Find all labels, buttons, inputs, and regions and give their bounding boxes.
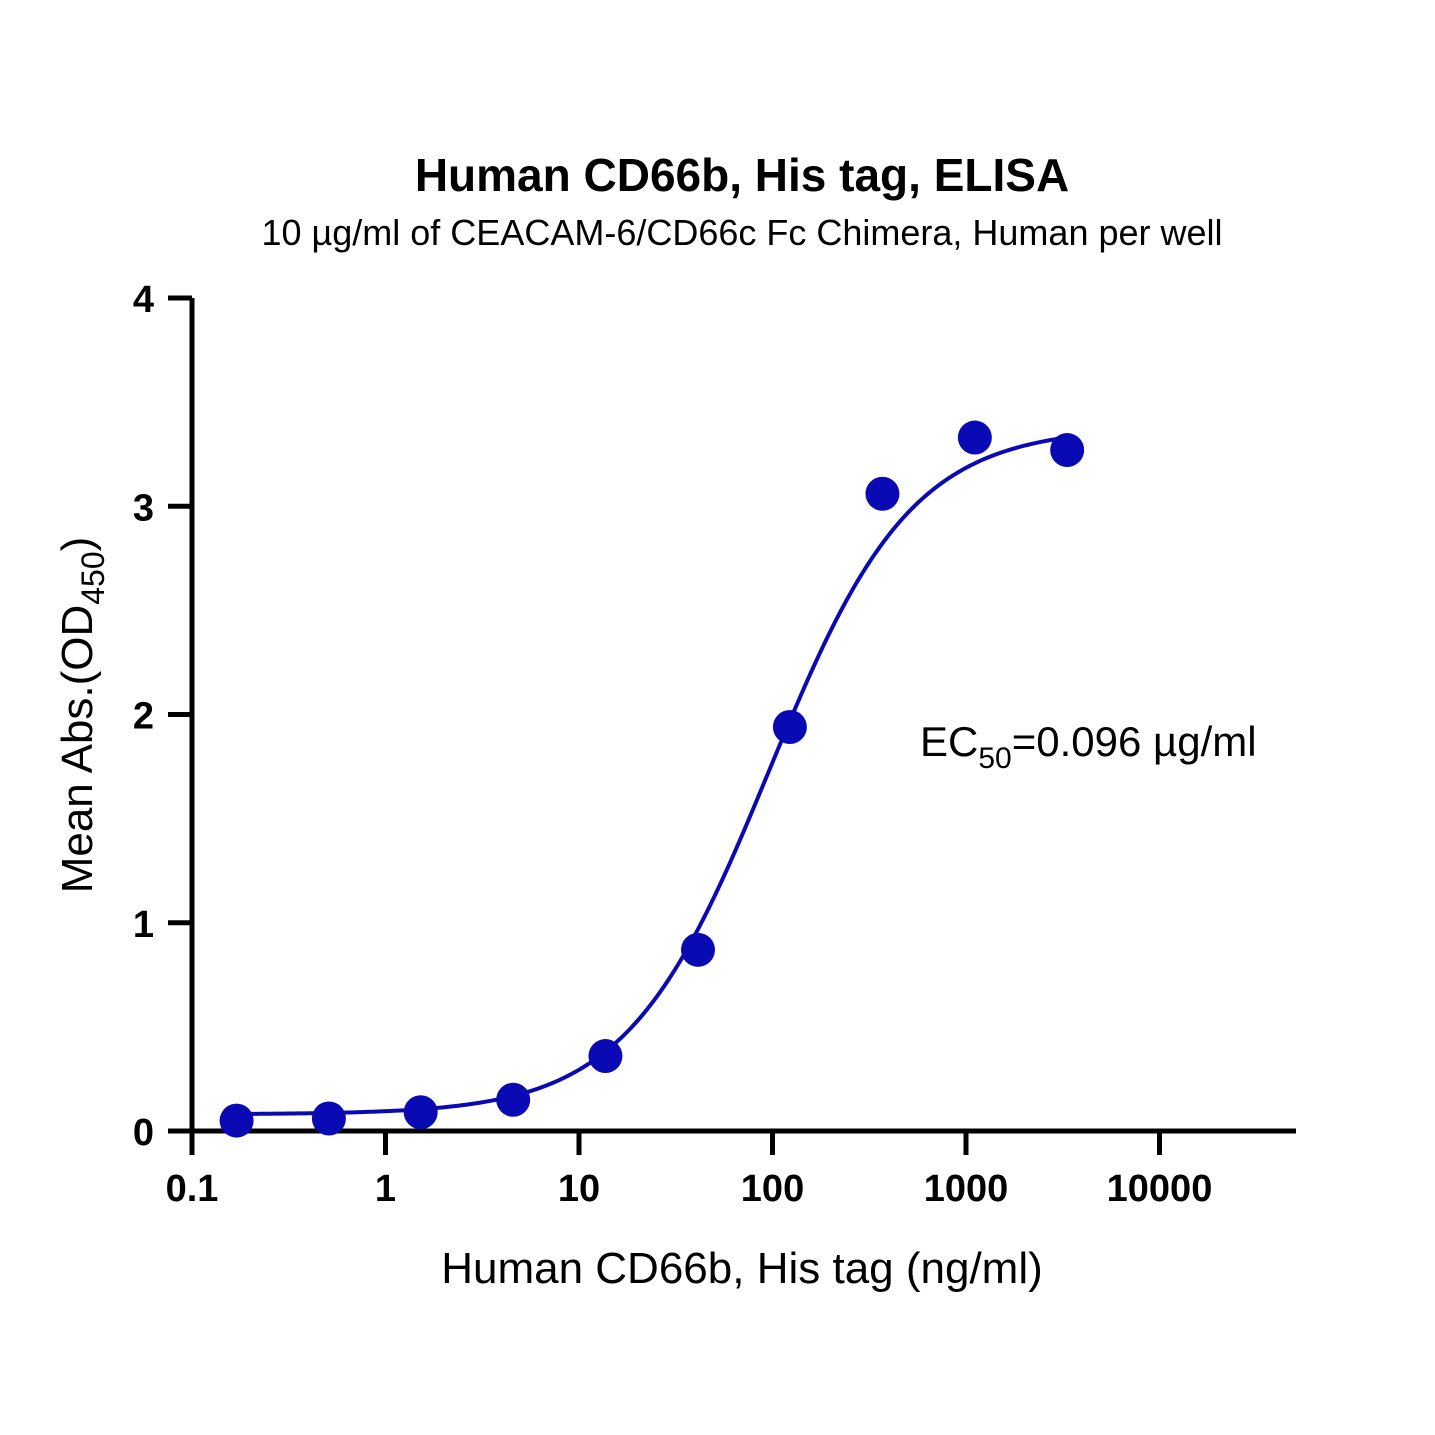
data-point: [772, 709, 807, 744]
y-axis-label-close: ): [53, 537, 102, 552]
y-axis-label-main: Mean Abs.(OD: [53, 605, 102, 894]
axes: 0 1 2 3 4 0.1 1 10 100 1000 10000: [133, 279, 1296, 1210]
fit-curve: [236, 436, 1059, 1116]
ec50-subscript: 50: [978, 742, 1011, 775]
x-tick-label: 1: [375, 1168, 396, 1210]
x-tick-label: 1000: [924, 1168, 1009, 1210]
x-axis-label: Human CD66b, His tag (ng/ml): [441, 1244, 1043, 1293]
fit-curve-layer: [236, 436, 1059, 1116]
ec50-prefix: EC: [920, 718, 978, 765]
x-tick-label: 10000: [1107, 1168, 1213, 1210]
ec50-value: =0.096 µg/ml: [1012, 718, 1257, 765]
y-tick-label: 0: [133, 1112, 154, 1154]
data-point: [680, 932, 715, 967]
ec50-annotation: EC50=0.096 µg/ml: [920, 718, 1257, 775]
data-point: [865, 476, 900, 511]
y-tick-label: 4: [133, 279, 154, 321]
data-point: [311, 1101, 346, 1136]
data-point: [496, 1082, 531, 1117]
y-axis-label: Mean Abs.(OD450): [53, 537, 111, 894]
data-point: [1050, 433, 1085, 468]
chart-subtitle: 10 µg/ml of CEACAM-6/CD66c Fc Chimera, H…: [261, 212, 1222, 253]
y-axis-label-subscript: 450: [75, 551, 111, 604]
x-tick-label: 10: [558, 1168, 600, 1210]
y-tick-label: 2: [133, 696, 154, 738]
data-point: [588, 1039, 623, 1074]
data-point: [957, 420, 992, 455]
chart-title: Human CD66b, His tag, ELISA: [415, 149, 1069, 201]
data-point: [403, 1095, 438, 1130]
y-tick-label: 1: [133, 904, 154, 946]
x-tick-label: 0.1: [166, 1168, 219, 1210]
data-points-layer: [219, 420, 1085, 1138]
data-point: [219, 1103, 254, 1138]
x-tick-label: 100: [741, 1168, 804, 1210]
y-tick-label: 3: [133, 487, 154, 529]
